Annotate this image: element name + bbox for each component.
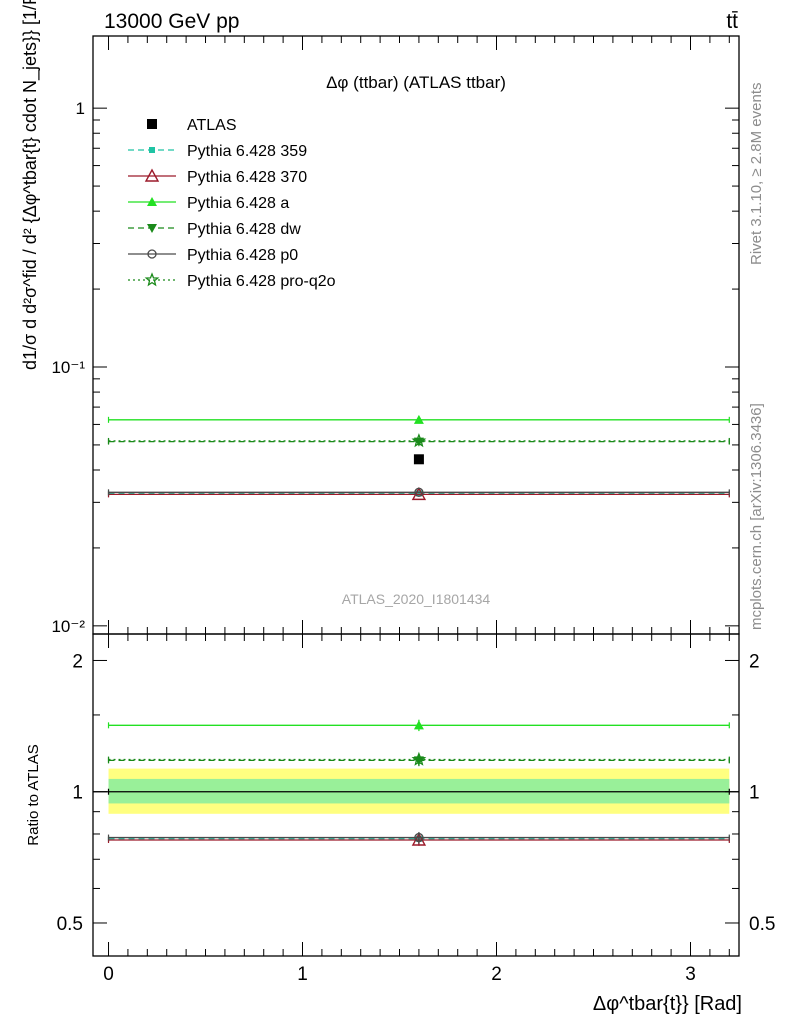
legend-marker xyxy=(147,224,157,233)
legend: ATLAS Pythia 6.428 359 Pythia 6.428 370 Pyt… xyxy=(128,117,336,290)
legend-label: Pythia 6.428 a xyxy=(187,195,289,212)
x-axis-label: Δφ^tbar{t}} [Rad] xyxy=(593,993,742,1015)
ratio-y-tick-label: 2 xyxy=(72,651,83,672)
main-data-point xyxy=(413,454,424,465)
main-data-point xyxy=(413,414,424,424)
ratio-panel: 0.5 0.5 1 1 2 2 0 1 2 3 xyxy=(57,633,775,985)
x-tick-label: 3 xyxy=(685,964,696,985)
main-data-point xyxy=(415,490,422,497)
main-y-tick-label: 1 xyxy=(76,99,85,118)
ratio-data-point xyxy=(414,832,424,843)
legend-item: Pythia 6.428 a xyxy=(128,195,289,212)
legend-item: Pythia 6.428 pro-q2o xyxy=(128,272,336,290)
main-series-2 xyxy=(107,486,730,501)
ratio-y-axis-label: Ratio to ATLAS xyxy=(25,744,42,845)
legend-marker xyxy=(147,197,157,206)
header-energy-label: 13000 GeV pp xyxy=(104,10,239,33)
main-series-0 xyxy=(413,454,424,465)
legend-label: Pythia 6.428 370 xyxy=(187,169,307,186)
legend-label: Pythia 6.428 359 xyxy=(187,143,307,160)
legend-label: ATLAS xyxy=(187,117,237,134)
ratio-series-4 xyxy=(107,831,730,844)
legend-marker xyxy=(147,119,157,129)
main-panel: 10⁻² 10⁻¹ 1 Δφ (ttbar) (ATLAS ttbar) ATLAS… xyxy=(51,35,740,636)
main-data-point xyxy=(411,486,427,501)
main-data-point xyxy=(413,437,424,447)
ratio-series-2 xyxy=(107,719,730,732)
main-series-6 xyxy=(107,433,730,448)
main-data-point xyxy=(414,487,424,497)
mcplots-label: mcplots.cern.ch [arXiv:1306.3436] xyxy=(748,403,765,630)
legend-marker xyxy=(144,168,160,182)
main-series-3 xyxy=(107,414,730,424)
legend-marker xyxy=(147,249,157,259)
ratio-data-point xyxy=(411,751,427,766)
legend-item: Pythia 6.428 359 xyxy=(128,143,307,160)
main-series-1 xyxy=(107,490,730,497)
main-y-tick-label: 10⁻¹ xyxy=(51,358,85,377)
legend-label: Pythia 6.428 pro-q2o xyxy=(187,273,336,290)
main-data-point xyxy=(411,433,427,448)
ratio-y-tick-label-right: 0.5 xyxy=(749,914,775,935)
x-tick-label: 0 xyxy=(103,964,114,985)
legend-label: Pythia 6.428 p0 xyxy=(187,247,298,264)
ratio-y-tick-label: 0.5 xyxy=(57,914,83,935)
ratio-frame xyxy=(92,633,740,957)
analysis-watermark: ATLAS_2020_I1801434 xyxy=(342,591,491,607)
ratio-series-5 xyxy=(107,751,730,766)
main-y-axis-label: d1/σ d d²σ^fid / d² {Δφ^tbar{t} cdot N_j… xyxy=(20,0,41,370)
legend-marker xyxy=(144,272,160,287)
ratio-y-tick-label-right: 2 xyxy=(749,651,760,672)
ratio-y-tick-label: 1 xyxy=(72,783,83,804)
ratio-y-tick-label-right: 1 xyxy=(749,783,760,804)
ratio-data-point xyxy=(413,720,424,730)
x-tick-label: 1 xyxy=(297,964,308,985)
main-y-tick-label: 10⁻² xyxy=(51,617,85,636)
legend-label: Pythia 6.428 dw xyxy=(187,221,301,238)
legend-item: Pythia 6.428 370 xyxy=(128,168,307,186)
header-process-label: tt̄ xyxy=(726,10,738,33)
main-series-4 xyxy=(107,437,730,447)
legend-item: Pythia 6.428 p0 xyxy=(128,247,298,264)
x-tick-label: 2 xyxy=(491,964,502,985)
legend-marker xyxy=(149,147,155,153)
legend-item: ATLAS xyxy=(147,117,237,134)
rivet-version-label: Rivet 3.1.10, ≥ 2.8M events xyxy=(748,83,765,266)
main-series-5 xyxy=(107,487,730,497)
plot-title: Δφ (ttbar) (ATLAS ttbar) xyxy=(326,73,506,92)
legend-item: Pythia 6.428 dw xyxy=(128,221,301,238)
